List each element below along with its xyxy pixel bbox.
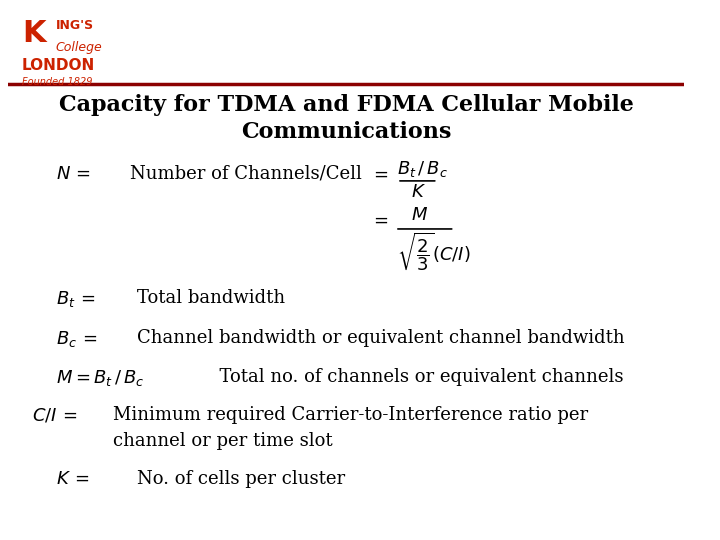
Text: ING'S: ING'S: [55, 19, 94, 32]
Text: $M$: $M$: [410, 206, 428, 224]
Text: LONDON: LONDON: [22, 58, 95, 73]
Text: College: College: [55, 40, 102, 53]
Text: $\mathbf{K}$: $\mathbf{K}$: [22, 19, 48, 48]
Text: Capacity for TDMA and FDMA Cellular Mobile: Capacity for TDMA and FDMA Cellular Mobi…: [59, 94, 634, 117]
Text: $K$: $K$: [411, 183, 426, 200]
Text: Minimum required Carrier-to-Interference ratio per: Minimum required Carrier-to-Interference…: [113, 406, 588, 424]
Text: Total bandwidth: Total bandwidth: [137, 289, 285, 307]
Text: Founded 1829: Founded 1829: [22, 77, 92, 87]
Text: $=$: $=$: [370, 211, 389, 228]
Text: $\sqrt{\dfrac{2}{3}}(C/I)$: $\sqrt{\dfrac{2}{3}}(C/I)$: [397, 231, 471, 273]
Text: Communications: Communications: [241, 122, 451, 144]
Text: $K\, =$: $K\, =$: [55, 470, 89, 488]
Text: Total no. of channels or equivalent channels: Total no. of channels or equivalent chan…: [208, 368, 624, 386]
Text: $M = B_t\,/\,B_c$: $M = B_t\,/\,B_c$: [55, 368, 144, 388]
Text: $=$: $=$: [370, 165, 389, 183]
Text: Channel bandwidth or equivalent channel bandwidth: Channel bandwidth or equivalent channel …: [137, 329, 624, 347]
Text: $B_t\, =$: $B_t\, =$: [55, 289, 95, 309]
Text: No. of cells per cluster: No. of cells per cluster: [137, 470, 345, 488]
Text: channel or per time slot: channel or per time slot: [113, 432, 333, 450]
Text: $N\, =$: $N\, =$: [55, 165, 91, 183]
Text: $B_t\,/\,B_c$: $B_t\,/\,B_c$: [397, 159, 448, 179]
Text: $B_c\, =$: $B_c\, =$: [55, 329, 97, 349]
Text: $C/I\, =$: $C/I\, =$: [32, 406, 78, 424]
Text: Number of Channels/Cell: Number of Channels/Cell: [130, 165, 362, 183]
